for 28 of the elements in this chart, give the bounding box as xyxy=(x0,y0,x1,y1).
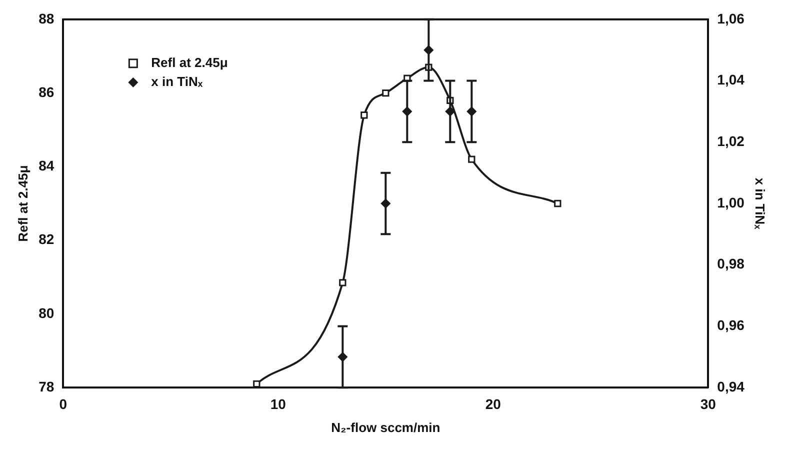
point xyxy=(253,380,260,388)
y-tick-label: 84 xyxy=(38,158,54,174)
y-tick-label: 82 xyxy=(38,231,54,248)
y2-tick-label: 1,06 xyxy=(717,10,745,26)
point xyxy=(382,89,390,97)
y2-tick-label: 1,04 xyxy=(717,72,745,88)
y2-tick-label: 0,98 xyxy=(717,256,745,272)
legend-label: Refl at 2.45μ xyxy=(151,54,228,70)
y2-axis-title: x in TiNₓ xyxy=(752,178,768,230)
y-tick-label: 78 xyxy=(38,378,54,394)
x-tick-label: 30 xyxy=(700,396,716,412)
x-axis-title: N₂-flow sccm/min xyxy=(331,420,440,435)
y2-tick-label: 1,00 xyxy=(717,194,745,210)
point xyxy=(468,156,476,163)
x-tick-label: 0 xyxy=(59,396,68,412)
y-tick-label: 88 xyxy=(38,10,54,26)
y-tick-label: 80 xyxy=(38,304,54,321)
y-axis-title: Refl at 2.45μ xyxy=(15,165,30,242)
y-tick-label: 86 xyxy=(38,84,54,100)
point xyxy=(554,200,562,208)
point xyxy=(339,279,346,286)
x-tick-label: 10 xyxy=(270,396,286,412)
y2-tick-label: 0,94 xyxy=(717,378,745,394)
legend-label: x in TiNₓ xyxy=(151,74,203,89)
y2-tick-label: 1,02 xyxy=(717,132,745,149)
point xyxy=(360,112,368,119)
x-tick-label: 20 xyxy=(485,396,502,412)
y2-tick-label: 0,96 xyxy=(717,317,745,334)
